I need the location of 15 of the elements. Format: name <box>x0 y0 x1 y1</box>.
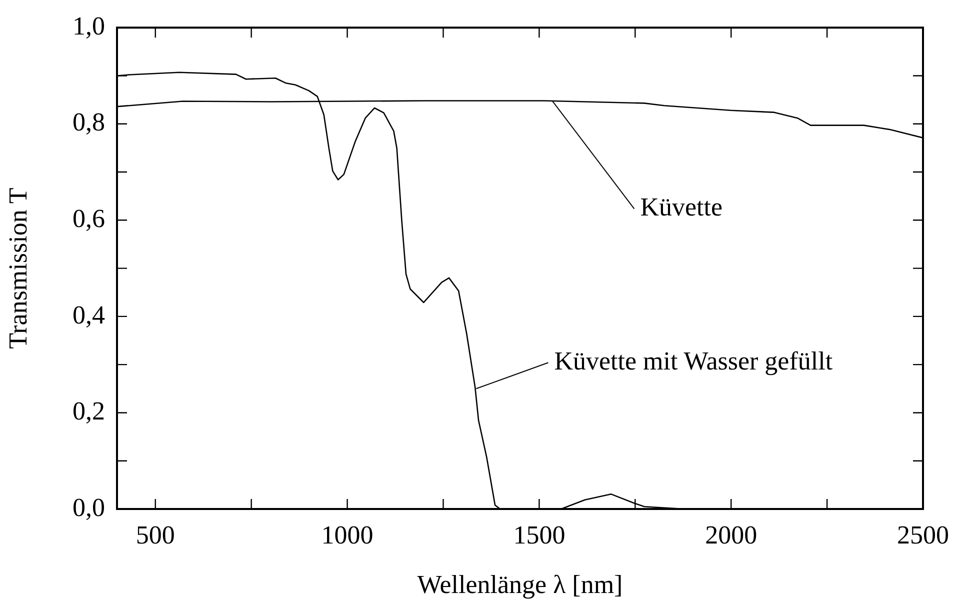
y-tick-label: 0,8 <box>72 108 105 137</box>
x-axis-title: Wellenlänge λ [nm] <box>417 570 623 600</box>
y-tick-label: 1,0 <box>72 11 105 40</box>
x-tick-label: 2500 <box>897 520 949 550</box>
x-tick-label: 1000 <box>321 520 374 550</box>
y-axis-title: Transmission T <box>3 188 32 349</box>
annotation: Küvette <box>640 192 723 222</box>
y-tick-label: 0,0 <box>72 492 105 522</box>
x-tick-label: 2000 <box>705 520 758 550</box>
y-tick-label: 0,2 <box>72 396 105 426</box>
annotation: Küvette mit Wasser gefüllt <box>554 346 834 376</box>
x-tick-label: 1500 <box>513 520 566 550</box>
y-tick-label: 0,6 <box>72 204 105 233</box>
x-tick-label: 500 <box>136 520 175 550</box>
y-tick-label: 0,4 <box>72 300 105 330</box>
